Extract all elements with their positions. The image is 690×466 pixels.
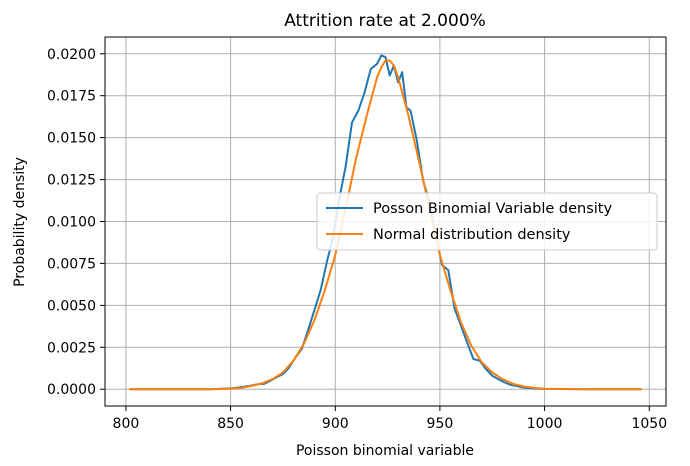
y-tick-label: 0.0100: [47, 215, 96, 231]
x-ticks: 800 850 900 950 1000 1050: [113, 406, 667, 432]
y-tick-label: 0.0025: [47, 340, 96, 356]
series-layer: [129, 54, 642, 391]
y-axis-label: Probability density: [12, 157, 28, 287]
legend: Posson Binomial Variable density Normal …: [316, 192, 658, 251]
y-tick-label: 0.0075: [47, 256, 96, 272]
x-tick-label: 900: [322, 416, 349, 432]
legend-label-normal: Normal distribution density: [373, 227, 571, 243]
x-tick-label: 1050: [631, 416, 667, 432]
x-tick-label: 800: [113, 416, 140, 432]
y-ticks: 0.0000 0.0025 0.0050 0.0075 0.0100 0.0125 0.01…: [47, 47, 105, 398]
series-line-normal: [129, 59, 642, 391]
y-tick-label: 0.0150: [47, 131, 96, 147]
x-axis-label: Poisson binomial variable: [296, 443, 474, 459]
y-tick-label: 0.0200: [47, 47, 96, 63]
x-tick-label: 850: [217, 416, 244, 432]
x-tick-label: 1000: [527, 416, 563, 432]
y-tick-label: 0.0125: [47, 173, 96, 189]
legend-box: [316, 192, 658, 251]
chart-title: Attrition rate at 2.000%: [284, 11, 486, 31]
y-tick-label: 0.0175: [47, 89, 96, 105]
y-tick-label: 0.0050: [47, 298, 96, 314]
legend-label-poisson: Posson Binomial Variable density: [373, 201, 612, 217]
x-tick-label: 950: [427, 416, 454, 432]
y-tick-label: 0.0000: [47, 382, 96, 398]
